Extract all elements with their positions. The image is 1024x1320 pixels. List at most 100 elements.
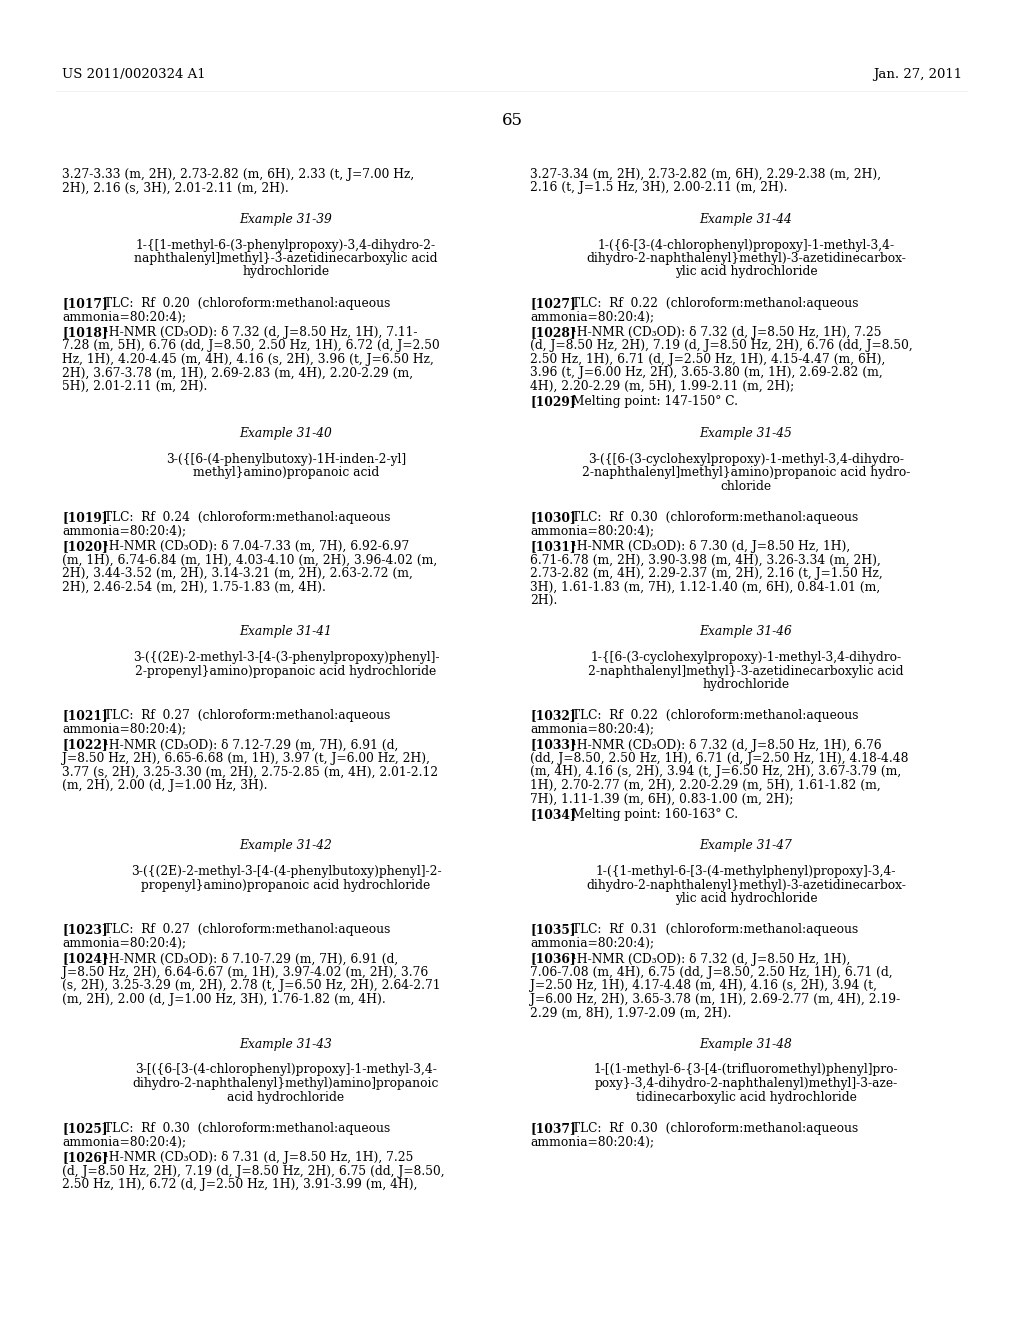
Text: ¹H-NMR (CD₃OD): δ 7.32 (d, J=8.50 Hz, 1H), 6.76: ¹H-NMR (CD₃OD): δ 7.32 (d, J=8.50 Hz, 1H… xyxy=(572,738,882,751)
Text: (m, 2H), 2.00 (d, J=1.00 Hz, 3H), 1.76-1.82 (m, 4H).: (m, 2H), 2.00 (d, J=1.00 Hz, 3H), 1.76-1… xyxy=(62,993,386,1006)
Text: ammonia=80:20:4);: ammonia=80:20:4); xyxy=(530,524,654,537)
Text: (d, J=8.50 Hz, 2H), 7.19 (d, J=8.50 Hz, 2H), 6.75 (dd, J=8.50,: (d, J=8.50 Hz, 2H), 7.19 (d, J=8.50 Hz, … xyxy=(62,1164,444,1177)
Text: 7.28 (m, 5H), 6.76 (dd, J=8.50, 2.50 Hz, 1H), 6.72 (d, J=2.50: 7.28 (m, 5H), 6.76 (dd, J=8.50, 2.50 Hz,… xyxy=(62,339,439,352)
Text: [1034]: [1034] xyxy=(530,808,575,821)
Text: TLC:  Rf  0.30  (chloroform:methanol:aqueous: TLC: Rf 0.30 (chloroform:methanol:aqueou… xyxy=(104,1122,390,1135)
Text: 7.06-7.08 (m, 4H), 6.75 (dd, J=8.50, 2.50 Hz, 1H), 6.71 (d,: 7.06-7.08 (m, 4H), 6.75 (dd, J=8.50, 2.5… xyxy=(530,966,893,979)
Text: 1H), 2.70-2.77 (m, 2H), 2.20-2.29 (m, 5H), 1.61-1.82 (m,: 1H), 2.70-2.77 (m, 2H), 2.20-2.29 (m, 5H… xyxy=(530,779,881,792)
Text: [1032]: [1032] xyxy=(530,710,575,722)
Text: (dd, J=8.50, 2.50 Hz, 1H), 6.71 (d, J=2.50 Hz, 1H), 4.18-4.48: (dd, J=8.50, 2.50 Hz, 1H), 6.71 (d, J=2.… xyxy=(530,752,908,766)
Text: 2H), 3.67-3.78 (m, 1H), 2.69-2.83 (m, 4H), 2.20-2.29 (m,: 2H), 3.67-3.78 (m, 1H), 2.69-2.83 (m, 4H… xyxy=(62,367,413,379)
Text: [1023]: [1023] xyxy=(62,924,108,936)
Text: 2.50 Hz, 1H), 6.72 (d, J=2.50 Hz, 1H), 3.91-3.99 (m, 4H),: 2.50 Hz, 1H), 6.72 (d, J=2.50 Hz, 1H), 3… xyxy=(62,1177,418,1191)
Text: TLC:  Rf  0.20  (chloroform:methanol:aqueous: TLC: Rf 0.20 (chloroform:methanol:aqueou… xyxy=(104,297,390,310)
Text: Hz, 1H), 4.20-4.45 (m, 4H), 4.16 (s, 2H), 3.96 (t, J=6.50 Hz,: Hz, 1H), 4.20-4.45 (m, 4H), 4.16 (s, 2H)… xyxy=(62,352,434,366)
Text: 2-naphthalenyl]methyl}amino)propanoic acid hydro-: 2-naphthalenyl]methyl}amino)propanoic ac… xyxy=(582,466,910,479)
Text: 1-{[6-(3-cyclohexylpropoxy)-1-methyl-3,4-dihydro-: 1-{[6-(3-cyclohexylpropoxy)-1-methyl-3,4… xyxy=(591,651,901,664)
Text: [1022]: [1022] xyxy=(62,738,108,751)
Text: (m, 4H), 4.16 (s, 2H), 3.94 (t, J=6.50 Hz, 2H), 3.67-3.79 (m,: (m, 4H), 4.16 (s, 2H), 3.94 (t, J=6.50 H… xyxy=(530,766,901,779)
Text: [1036]: [1036] xyxy=(530,953,575,965)
Text: 3.77 (s, 2H), 3.25-3.30 (m, 2H), 2.75-2.85 (m, 4H), 2.01-2.12: 3.77 (s, 2H), 3.25-3.30 (m, 2H), 2.75-2.… xyxy=(62,766,438,779)
Text: 7H), 1.11-1.39 (m, 6H), 0.83-1.00 (m, 2H);: 7H), 1.11-1.39 (m, 6H), 0.83-1.00 (m, 2H… xyxy=(530,792,794,805)
Text: J=6.00 Hz, 2H), 3.65-3.78 (m, 1H), 2.69-2.77 (m, 4H), 2.19-: J=6.00 Hz, 2H), 3.65-3.78 (m, 1H), 2.69-… xyxy=(530,993,900,1006)
Text: 2H), 2.46-2.54 (m, 2H), 1.75-1.83 (m, 4H).: 2H), 2.46-2.54 (m, 2H), 1.75-1.83 (m, 4H… xyxy=(62,581,326,594)
Text: [1037]: [1037] xyxy=(530,1122,575,1135)
Text: (d, J=8.50 Hz, 2H), 7.19 (d, J=8.50 Hz, 2H), 6.76 (dd, J=8.50,: (d, J=8.50 Hz, 2H), 7.19 (d, J=8.50 Hz, … xyxy=(530,339,912,352)
Text: methyl}amino)propanoic acid: methyl}amino)propanoic acid xyxy=(193,466,379,479)
Text: ammonia=80:20:4);: ammonia=80:20:4); xyxy=(62,937,186,950)
Text: ylic acid hydrochloride: ylic acid hydrochloride xyxy=(675,265,817,279)
Text: ¹H-NMR (CD₃OD): δ 7.32 (d, J=8.50 Hz, 1H), 7.11-: ¹H-NMR (CD₃OD): δ 7.32 (d, J=8.50 Hz, 1H… xyxy=(104,326,418,339)
Text: ammonia=80:20:4);: ammonia=80:20:4); xyxy=(62,310,186,323)
Text: ammonia=80:20:4);: ammonia=80:20:4); xyxy=(530,310,654,323)
Text: TLC:  Rf  0.22  (chloroform:methanol:aqueous: TLC: Rf 0.22 (chloroform:methanol:aqueou… xyxy=(572,710,858,722)
Text: TLC:  Rf  0.30  (chloroform:methanol:aqueous: TLC: Rf 0.30 (chloroform:methanol:aqueou… xyxy=(572,511,858,524)
Text: 3-({(2E)-2-methyl-3-[4-(4-phenylbutoxy)phenyl]-2-: 3-({(2E)-2-methyl-3-[4-(4-phenylbutoxy)p… xyxy=(131,865,441,878)
Text: poxy}-3,4-dihydro-2-naphthalenyl)methyl]-3-aze-: poxy}-3,4-dihydro-2-naphthalenyl)methyl]… xyxy=(594,1077,898,1090)
Text: [1027]: [1027] xyxy=(530,297,575,310)
Text: [1035]: [1035] xyxy=(530,924,575,936)
Text: 2-naphthalenyl]methyl}-3-azetidinecarboxylic acid: 2-naphthalenyl]methyl}-3-azetidinecarbox… xyxy=(588,664,904,677)
Text: (m, 1H), 6.74-6.84 (m, 1H), 4.03-4.10 (m, 2H), 3.96-4.02 (m,: (m, 1H), 6.74-6.84 (m, 1H), 4.03-4.10 (m… xyxy=(62,553,437,566)
Text: Example 31-46: Example 31-46 xyxy=(699,626,793,639)
Text: Example 31-43: Example 31-43 xyxy=(240,1038,333,1051)
Text: [1026]: [1026] xyxy=(62,1151,108,1164)
Text: 2H), 2.16 (s, 3H), 2.01-2.11 (m, 2H).: 2H), 2.16 (s, 3H), 2.01-2.11 (m, 2H). xyxy=(62,181,289,194)
Text: naphthalenyl]methyl}-3-azetidinecarboxylic acid: naphthalenyl]methyl}-3-azetidinecarboxyl… xyxy=(134,252,437,265)
Text: chloride: chloride xyxy=(721,479,771,492)
Text: (m, 2H), 2.00 (d, J=1.00 Hz, 3H).: (m, 2H), 2.00 (d, J=1.00 Hz, 3H). xyxy=(62,779,267,792)
Text: TLC:  Rf  0.27  (chloroform:methanol:aqueous: TLC: Rf 0.27 (chloroform:methanol:aqueou… xyxy=(104,710,390,722)
Text: 2.16 (t, J=1.5 Hz, 3H), 2.00-2.11 (m, 2H).: 2.16 (t, J=1.5 Hz, 3H), 2.00-2.11 (m, 2H… xyxy=(530,181,787,194)
Text: Melting point: 147-150° C.: Melting point: 147-150° C. xyxy=(572,396,738,408)
Text: 1-({1-methyl-6-[3-(4-methylphenyl)propoxy]-3,4-: 1-({1-methyl-6-[3-(4-methylphenyl)propox… xyxy=(596,865,896,878)
Text: ¹H-NMR (CD₃OD): δ 7.10-7.29 (m, 7H), 6.91 (d,: ¹H-NMR (CD₃OD): δ 7.10-7.29 (m, 7H), 6.9… xyxy=(104,953,398,965)
Text: TLC:  Rf  0.22  (chloroform:methanol:aqueous: TLC: Rf 0.22 (chloroform:methanol:aqueou… xyxy=(572,297,858,310)
Text: ¹H-NMR (CD₃OD): δ 7.32 (d, J=8.50 Hz, 1H),: ¹H-NMR (CD₃OD): δ 7.32 (d, J=8.50 Hz, 1H… xyxy=(572,953,850,965)
Text: Example 31-39: Example 31-39 xyxy=(240,213,333,226)
Text: ammonia=80:20:4);: ammonia=80:20:4); xyxy=(530,723,654,737)
Text: Example 31-47: Example 31-47 xyxy=(699,840,793,853)
Text: Example 31-41: Example 31-41 xyxy=(240,626,333,639)
Text: J=8.50 Hz, 2H), 6.64-6.67 (m, 1H), 3.97-4.02 (m, 2H), 3.76: J=8.50 Hz, 2H), 6.64-6.67 (m, 1H), 3.97-… xyxy=(62,966,428,979)
Text: ylic acid hydrochloride: ylic acid hydrochloride xyxy=(675,892,817,906)
Text: ammonia=80:20:4);: ammonia=80:20:4); xyxy=(62,723,186,737)
Text: 1-({6-[3-(4-chlorophenyl)propoxy]-1-methyl-3,4-: 1-({6-[3-(4-chlorophenyl)propoxy]-1-meth… xyxy=(597,239,895,252)
Text: hydrochloride: hydrochloride xyxy=(243,265,330,279)
Text: Example 31-44: Example 31-44 xyxy=(699,213,793,226)
Text: [1020]: [1020] xyxy=(62,540,108,553)
Text: 6.71-6.78 (m, 2H), 3.90-3.98 (m, 4H), 3.26-3.34 (m, 2H),: 6.71-6.78 (m, 2H), 3.90-3.98 (m, 4H), 3.… xyxy=(530,553,881,566)
Text: hydrochloride: hydrochloride xyxy=(702,678,790,690)
Text: dihydro-2-naphthalenyl}methyl)amino]propanoic: dihydro-2-naphthalenyl}methyl)amino]prop… xyxy=(133,1077,439,1090)
Text: propenyl}amino)propanoic acid hydrochloride: propenyl}amino)propanoic acid hydrochlor… xyxy=(141,879,431,891)
Text: ¹H-NMR (CD₃OD): δ 7.12-7.29 (m, 7H), 6.91 (d,: ¹H-NMR (CD₃OD): δ 7.12-7.29 (m, 7H), 6.9… xyxy=(104,738,398,751)
Text: J=2.50 Hz, 1H), 4.17-4.48 (m, 4H), 4.16 (s, 2H), 3.94 (t,: J=2.50 Hz, 1H), 4.17-4.48 (m, 4H), 4.16 … xyxy=(530,979,877,993)
Text: 3H), 1.61-1.83 (m, 7H), 1.12-1.40 (m, 6H), 0.84-1.01 (m,: 3H), 1.61-1.83 (m, 7H), 1.12-1.40 (m, 6H… xyxy=(530,581,881,594)
Text: tidinecarboxylic acid hydrochloride: tidinecarboxylic acid hydrochloride xyxy=(636,1090,856,1104)
Text: acid hydrochloride: acid hydrochloride xyxy=(227,1090,344,1104)
Text: ammonia=80:20:4);: ammonia=80:20:4); xyxy=(62,524,186,537)
Text: ammonia=80:20:4);: ammonia=80:20:4); xyxy=(530,937,654,950)
Text: Example 31-40: Example 31-40 xyxy=(240,426,333,440)
Text: TLC:  Rf  0.27  (chloroform:methanol:aqueous: TLC: Rf 0.27 (chloroform:methanol:aqueou… xyxy=(104,924,390,936)
Text: [1028]: [1028] xyxy=(530,326,575,339)
Text: [1033]: [1033] xyxy=(530,738,575,751)
Text: 3.27-3.33 (m, 2H), 2.73-2.82 (m, 6H), 2.33 (t, J=7.00 Hz,: 3.27-3.33 (m, 2H), 2.73-2.82 (m, 6H), 2.… xyxy=(62,168,415,181)
Text: dihydro-2-naphthalenyl}methyl)-3-azetidinecarbox-: dihydro-2-naphthalenyl}methyl)-3-azetidi… xyxy=(586,252,906,265)
Text: 1-[(1-methyl-6-{3-[4-(trifluoromethyl)phenyl]pro-: 1-[(1-methyl-6-{3-[4-(trifluoromethyl)ph… xyxy=(594,1064,898,1077)
Text: Example 31-48: Example 31-48 xyxy=(699,1038,793,1051)
Text: 3.96 (t, J=6.00 Hz, 2H), 3.65-3.80 (m, 1H), 2.69-2.82 (m,: 3.96 (t, J=6.00 Hz, 2H), 3.65-3.80 (m, 1… xyxy=(530,367,883,379)
Text: 4H), 2.20-2.29 (m, 5H), 1.99-2.11 (m, 2H);: 4H), 2.20-2.29 (m, 5H), 1.99-2.11 (m, 2H… xyxy=(530,380,795,393)
Text: ¹H-NMR (CD₃OD): δ 7.04-7.33 (m, 7H), 6.92-6.97: ¹H-NMR (CD₃OD): δ 7.04-7.33 (m, 7H), 6.9… xyxy=(104,540,410,553)
Text: [1029]: [1029] xyxy=(530,396,575,408)
Text: J=8.50 Hz, 2H), 6.65-6.68 (m, 1H), 3.97 (t, J=6.00 Hz, 2H),: J=8.50 Hz, 2H), 6.65-6.68 (m, 1H), 3.97 … xyxy=(62,752,430,766)
Text: 3-({[6-(4-phenylbutoxy)-1H-inden-2-yl]: 3-({[6-(4-phenylbutoxy)-1H-inden-2-yl] xyxy=(166,453,407,466)
Text: 65: 65 xyxy=(502,112,522,129)
Text: Example 31-45: Example 31-45 xyxy=(699,426,793,440)
Text: [1025]: [1025] xyxy=(62,1122,108,1135)
Text: [1019]: [1019] xyxy=(62,511,108,524)
Text: TLC:  Rf  0.31  (chloroform:methanol:aqueous: TLC: Rf 0.31 (chloroform:methanol:aqueou… xyxy=(572,924,858,936)
Text: ¹H-NMR (CD₃OD): δ 7.30 (d, J=8.50 Hz, 1H),: ¹H-NMR (CD₃OD): δ 7.30 (d, J=8.50 Hz, 1H… xyxy=(572,540,850,553)
Text: Example 31-42: Example 31-42 xyxy=(240,840,333,853)
Text: 2.50 Hz, 1H), 6.71 (d, J=2.50 Hz, 1H), 4.15-4.47 (m, 6H),: 2.50 Hz, 1H), 6.71 (d, J=2.50 Hz, 1H), 4… xyxy=(530,352,886,366)
Text: 2.29 (m, 8H), 1.97-2.09 (m, 2H).: 2.29 (m, 8H), 1.97-2.09 (m, 2H). xyxy=(530,1006,731,1019)
